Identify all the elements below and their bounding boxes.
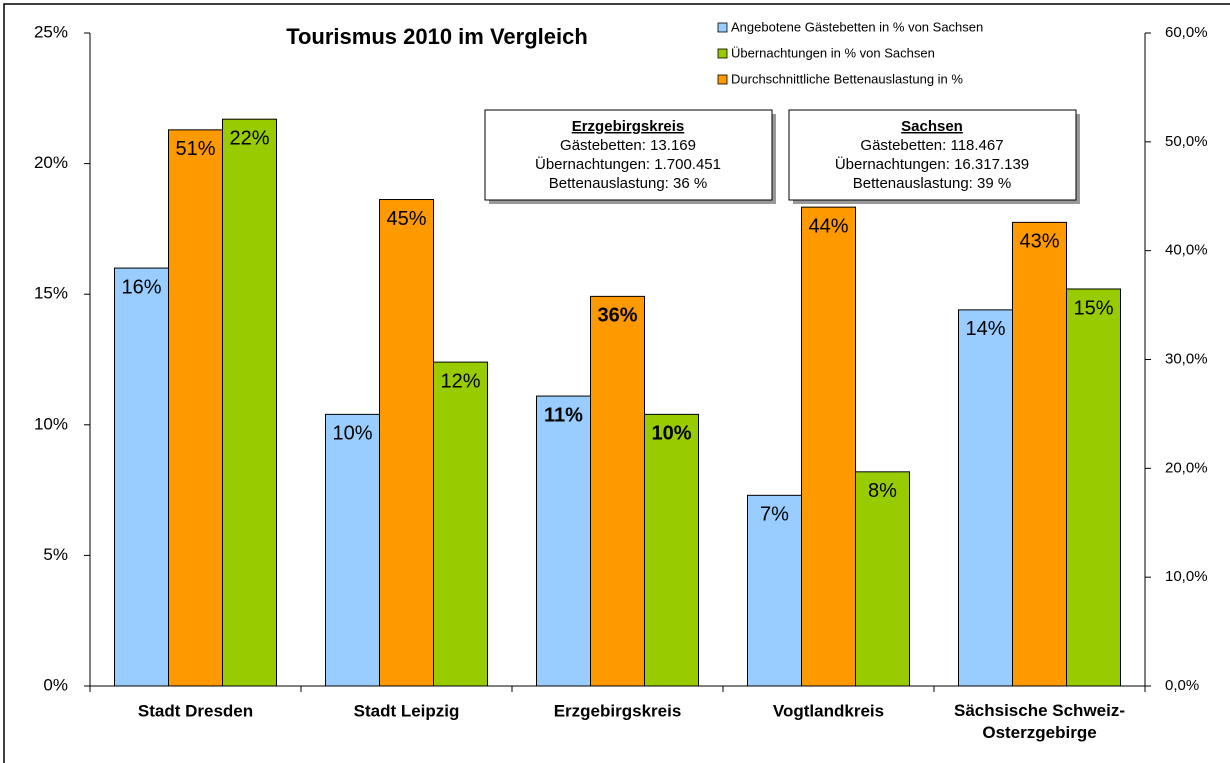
x-tick-label-line: Sächsische Schweiz- (954, 701, 1125, 720)
y-tick-label: 0% (43, 675, 68, 694)
annotation-line: Übernachtungen: 1.700.451 (535, 155, 721, 173)
legend-swatch (717, 74, 728, 85)
value-label: 10% (651, 423, 691, 445)
bar (1012, 221, 1067, 687)
annotation-line: Bettenauslastung: 36 % (549, 175, 707, 192)
legend-label: Angebotene Gästebetten in % von Sachsen (731, 19, 983, 34)
annotation-line: Gästebetten: 13.169 (560, 137, 696, 154)
bar (325, 413, 380, 687)
y2-tick-label: 50,0% (1165, 133, 1208, 150)
bar (433, 361, 488, 687)
annotation-box (484, 109, 773, 201)
x-tick-label: Erzgebirgskreis (554, 701, 682, 720)
annotation-title: Erzgebirgskreis (572, 118, 685, 135)
value-label: 16% (121, 276, 161, 298)
value-label: 36% (597, 305, 637, 327)
x-tick-label: Vogtlandkreis (773, 701, 884, 720)
value-label: 12% (440, 370, 480, 392)
value-label: 51% (175, 138, 215, 160)
value-label: 22% (229, 127, 269, 149)
bar (536, 395, 591, 687)
bar (644, 413, 699, 687)
y-tick-label: 25% (34, 22, 68, 41)
y-tick-label: 5% (43, 545, 68, 564)
x-tick-label: Stadt Leipzig (354, 701, 460, 720)
y2-tick-label: 30,0% (1165, 350, 1208, 367)
value-label: 10% (332, 423, 372, 445)
x-tick-label: Stadt Dresden (138, 701, 253, 720)
y-tick-label: 20% (34, 153, 68, 172)
bar (168, 129, 223, 687)
bar (114, 267, 169, 687)
x-tick-label: Sächsische Schweiz- Osterzgebirge (954, 701, 1125, 742)
bar (1066, 288, 1121, 687)
y2-tick-label: 10,0% (1165, 568, 1208, 585)
annotation-title: Sachsen (901, 118, 963, 135)
value-label: 7% (760, 504, 789, 526)
annotation-box (788, 109, 1077, 201)
bar (222, 118, 277, 687)
x-tick-label-line: Osterzgebirge (982, 723, 1096, 742)
legend-label: Durchschnittliche Bettenauslastung in % (731, 71, 963, 86)
bar (855, 471, 910, 687)
value-label: 14% (965, 318, 1005, 340)
bar (958, 309, 1013, 687)
bar (801, 206, 856, 687)
value-label: 15% (1073, 297, 1113, 319)
value-label: 43% (1019, 231, 1059, 253)
value-label: 45% (386, 208, 426, 230)
bar (379, 199, 434, 687)
legend-swatch (717, 48, 728, 59)
legend-swatch (717, 22, 728, 33)
bar (747, 494, 802, 687)
y2-tick-label: 40,0% (1165, 242, 1208, 259)
legend-label: Übernachtungen in % von Sachsen (731, 45, 935, 60)
y-tick-label: 15% (34, 284, 68, 303)
y2-tick-label: 0,0% (1165, 677, 1199, 694)
annotation-line: Gästebetten: 118.467 (860, 137, 1003, 154)
y2-tick-label: 20,0% (1165, 459, 1208, 476)
chart-title: Tourismus 2010 im Vergleich (286, 24, 588, 49)
frame (3, 3, 1230, 763)
y-tick-label: 10% (34, 414, 68, 433)
y2-tick-label: 60,0% (1165, 24, 1208, 41)
annotation-line: Übernachtungen: 16.317.139 (835, 155, 1029, 173)
value-label: 8% (868, 480, 897, 502)
value-label: 44% (808, 215, 848, 237)
bar (590, 295, 645, 687)
value-label: 11% (544, 404, 583, 426)
annotation-line: Bettenauslastung: 39 % (853, 175, 1011, 192)
